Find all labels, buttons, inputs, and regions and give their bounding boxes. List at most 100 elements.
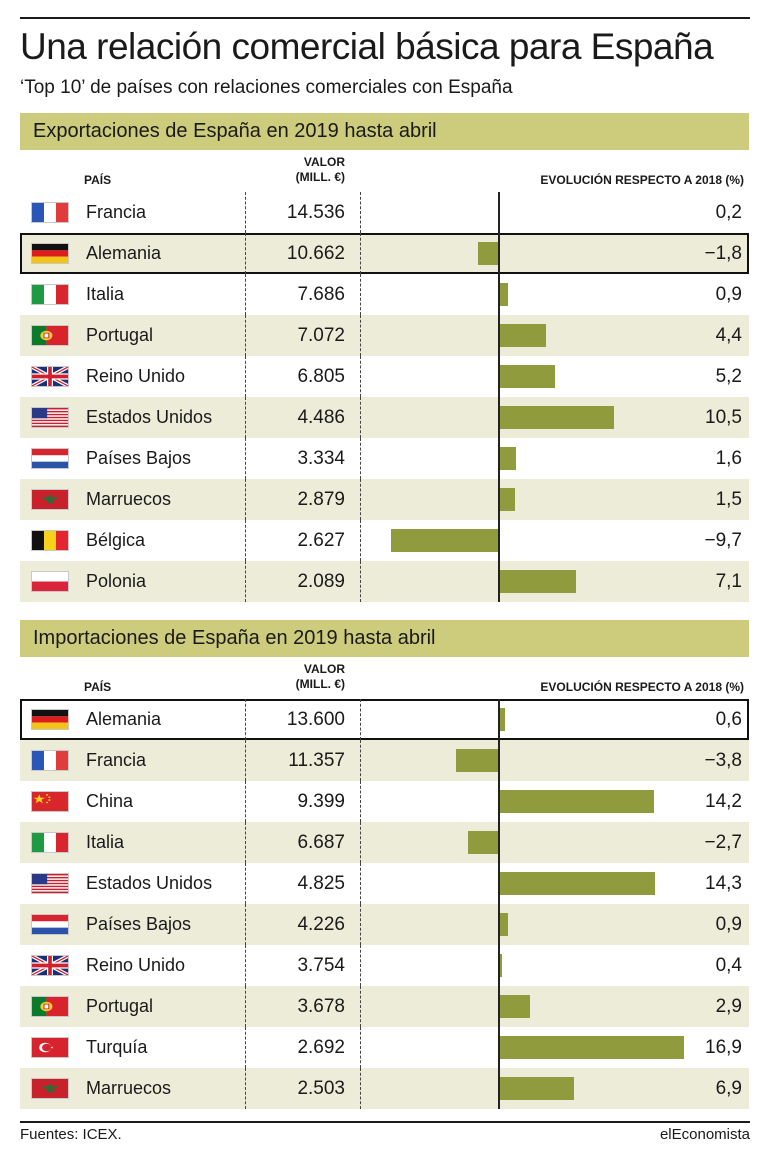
zero-axis xyxy=(498,356,500,397)
change-percent: 6,9 xyxy=(715,1078,742,1099)
flag-icon-nl xyxy=(31,914,69,935)
column-divider xyxy=(245,904,246,945)
trade-value: 10.662 xyxy=(286,243,345,264)
column-divider xyxy=(245,356,246,397)
change-bar xyxy=(498,324,547,347)
imports-title: Importaciones de España en 2019 hasta ab… xyxy=(20,620,749,657)
country-name: Italia xyxy=(86,832,125,852)
country-name: Portugal xyxy=(86,325,154,345)
change-bar xyxy=(498,790,655,813)
zero-axis xyxy=(498,192,500,233)
table-row: Alemania 13.600 0,6 xyxy=(20,699,749,740)
table-row: Alemania 10.662 −1,8 xyxy=(20,233,749,274)
column-divider xyxy=(245,192,246,233)
trade-value: 2.503 xyxy=(297,1078,345,1099)
change-percent: −2,7 xyxy=(704,832,742,853)
change-bar xyxy=(498,447,516,470)
flag-icon-ma xyxy=(31,1078,69,1099)
column-divider xyxy=(360,740,361,781)
flag-icon-fr xyxy=(31,202,69,223)
country-name: China xyxy=(86,791,134,811)
zero-axis xyxy=(498,986,500,1027)
zero-axis xyxy=(498,822,500,863)
flag-icon-nl xyxy=(31,448,69,469)
column-divider xyxy=(245,1068,246,1109)
country-name: Italia xyxy=(86,284,125,304)
column-header-valor-line1: VALOR xyxy=(303,155,345,169)
trade-value: 2.879 xyxy=(297,489,345,510)
change-percent: 14,2 xyxy=(705,791,742,812)
zero-axis xyxy=(498,863,500,904)
flag-icon-tr xyxy=(31,1037,69,1058)
column-header-pais: PAÍS xyxy=(84,173,112,187)
column-divider xyxy=(245,479,246,520)
flag-icon-it xyxy=(31,284,69,305)
table-row: Francia 11.357 −3,8 xyxy=(20,740,749,781)
column-divider xyxy=(245,699,246,740)
column-divider xyxy=(245,781,246,822)
trade-value: 3.334 xyxy=(297,448,345,469)
column-header-valor: VALOR (MILL. €) xyxy=(245,662,345,692)
zero-axis xyxy=(498,520,500,561)
page-title: Una relación comercial básica para Españ… xyxy=(20,26,714,67)
column-divider xyxy=(360,1027,361,1068)
column-divider xyxy=(245,438,246,479)
table-row: Portugal 3.678 2,9 xyxy=(20,986,749,1027)
column-divider xyxy=(360,561,361,602)
zero-axis xyxy=(498,904,500,945)
change-bar xyxy=(498,488,515,511)
column-divider xyxy=(360,863,361,904)
change-percent: 14,3 xyxy=(705,873,742,894)
exports-title: Exportaciones de España en 2019 hasta ab… xyxy=(20,113,749,150)
table-row: Reino Unido 3.754 0,4 xyxy=(20,945,749,986)
column-divider xyxy=(360,192,361,233)
column-header-evolucion: EVOLUCIÓN RESPECTO A 2018 (%) xyxy=(540,680,744,694)
country-name: Reino Unido xyxy=(86,955,186,975)
flag-icon-fr xyxy=(31,750,69,771)
country-name: Bélgica xyxy=(86,530,146,550)
table-row: Italia 7.686 0,9 xyxy=(20,274,749,315)
column-divider xyxy=(360,438,361,479)
column-divider xyxy=(360,520,361,561)
change-percent: 16,9 xyxy=(705,1037,742,1058)
change-bar xyxy=(478,242,498,265)
trade-value: 4.486 xyxy=(297,407,345,428)
page-subtitle: ‘Top 10’ de países con relaciones comerc… xyxy=(20,77,513,98)
trade-value: 13.600 xyxy=(286,709,345,730)
imports-column-headers: PAÍS VALOR (MILL. €) EVOLUCIÓN RESPECTO … xyxy=(20,657,749,699)
table-row: Turquía 2.692 16,9 xyxy=(20,1027,749,1068)
trade-value: 6.687 xyxy=(297,832,345,853)
zero-axis xyxy=(498,561,500,602)
column-header-evolucion: EVOLUCIÓN RESPECTO A 2018 (%) xyxy=(540,173,744,187)
trade-value: 11.357 xyxy=(288,750,345,771)
change-percent: 0,4 xyxy=(715,955,742,976)
change-percent: 0,6 xyxy=(715,709,742,730)
column-divider xyxy=(245,1027,246,1068)
column-divider xyxy=(245,863,246,904)
change-bar xyxy=(498,570,577,593)
imports-rows: Alemania 13.600 0,6 Francia 11.357 −3,8 China 9… xyxy=(20,699,749,1109)
change-bar xyxy=(498,954,503,977)
change-percent: 1,5 xyxy=(715,489,742,510)
column-divider xyxy=(360,699,361,740)
change-bar xyxy=(498,995,530,1018)
change-percent: 0,9 xyxy=(715,284,742,305)
country-name: Polonia xyxy=(86,571,147,591)
trade-value: 3.678 xyxy=(297,996,345,1017)
zero-axis xyxy=(498,781,500,822)
country-name: Alemania xyxy=(86,709,162,729)
column-header-pais: PAÍS xyxy=(84,680,112,694)
table-row: Bélgica 2.627 −9,7 xyxy=(20,520,749,561)
trade-value: 14.536 xyxy=(286,202,345,223)
country-name: Turquía xyxy=(86,1037,148,1057)
change-percent: −1,8 xyxy=(704,243,742,264)
change-percent: 7,1 xyxy=(715,571,742,592)
table-row: Polonia 2.089 7,1 xyxy=(20,561,749,602)
column-divider xyxy=(360,781,361,822)
country-name: Países Bajos xyxy=(86,448,192,468)
column-divider xyxy=(360,822,361,863)
change-percent: 0,2 xyxy=(715,202,742,223)
table-row: Países Bajos 4.226 0,9 xyxy=(20,904,749,945)
column-header-valor-line2: (MILL. €) xyxy=(295,170,345,184)
country-name: Francia xyxy=(86,750,147,770)
